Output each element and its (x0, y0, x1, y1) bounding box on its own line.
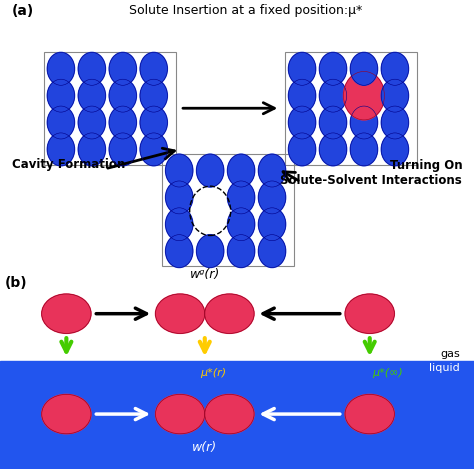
Ellipse shape (47, 79, 74, 112)
Bar (285, 52, 417, 165)
Ellipse shape (228, 234, 255, 267)
Ellipse shape (288, 79, 316, 112)
Ellipse shape (205, 394, 254, 434)
Text: liquid: liquid (429, 363, 460, 373)
Ellipse shape (228, 154, 255, 187)
Ellipse shape (319, 53, 346, 85)
Ellipse shape (109, 53, 137, 85)
Ellipse shape (165, 234, 193, 267)
Ellipse shape (228, 181, 255, 214)
Bar (162, 154, 294, 266)
Ellipse shape (258, 154, 286, 187)
Text: (b): (b) (5, 276, 27, 290)
Ellipse shape (258, 234, 286, 267)
Ellipse shape (345, 394, 394, 434)
Ellipse shape (319, 133, 346, 166)
Ellipse shape (288, 133, 316, 166)
Ellipse shape (78, 79, 106, 112)
Ellipse shape (165, 181, 193, 214)
Ellipse shape (47, 133, 74, 166)
Ellipse shape (288, 53, 316, 85)
Ellipse shape (197, 234, 224, 267)
Ellipse shape (140, 106, 167, 139)
Ellipse shape (165, 154, 193, 187)
Ellipse shape (197, 154, 224, 187)
Text: μ*(r): μ*(r) (200, 368, 226, 378)
Ellipse shape (288, 106, 316, 139)
Text: (a): (a) (12, 4, 34, 18)
Ellipse shape (381, 79, 409, 112)
Ellipse shape (350, 53, 378, 85)
Ellipse shape (109, 133, 137, 166)
Text: Cavity Formation: Cavity Formation (12, 158, 125, 171)
Ellipse shape (165, 208, 193, 241)
Text: Solute Insertion at a fixed position:μ*: Solute Insertion at a fixed position:μ* (129, 4, 363, 17)
Ellipse shape (78, 133, 106, 166)
Text: Turning On
Solute-Solvent Interactions: Turning On Solute-Solvent Interactions (281, 159, 462, 187)
Ellipse shape (78, 53, 106, 85)
Ellipse shape (258, 208, 286, 241)
Ellipse shape (319, 106, 346, 139)
Ellipse shape (140, 133, 167, 166)
Ellipse shape (155, 294, 205, 333)
Text: gas: gas (440, 349, 460, 359)
Text: wᵍ(r): wᵍ(r) (190, 268, 220, 281)
Ellipse shape (47, 53, 74, 85)
Ellipse shape (381, 133, 409, 166)
Ellipse shape (42, 394, 91, 434)
Ellipse shape (258, 181, 286, 214)
Ellipse shape (344, 71, 384, 120)
Text: μ*(∞): μ*(∞) (372, 368, 403, 378)
Ellipse shape (381, 106, 409, 139)
Ellipse shape (140, 79, 167, 112)
Ellipse shape (319, 79, 346, 112)
Ellipse shape (42, 294, 91, 333)
Ellipse shape (155, 394, 205, 434)
Ellipse shape (350, 106, 378, 139)
Ellipse shape (78, 106, 106, 139)
Ellipse shape (140, 53, 167, 85)
Ellipse shape (47, 106, 74, 139)
Bar (44, 52, 175, 165)
Ellipse shape (228, 208, 255, 241)
Ellipse shape (350, 133, 378, 166)
Ellipse shape (205, 294, 254, 333)
Ellipse shape (345, 294, 394, 333)
Text: w(r): w(r) (192, 441, 218, 454)
Ellipse shape (109, 106, 137, 139)
Bar (0, 361, 474, 469)
Ellipse shape (109, 79, 137, 112)
Ellipse shape (381, 53, 409, 85)
